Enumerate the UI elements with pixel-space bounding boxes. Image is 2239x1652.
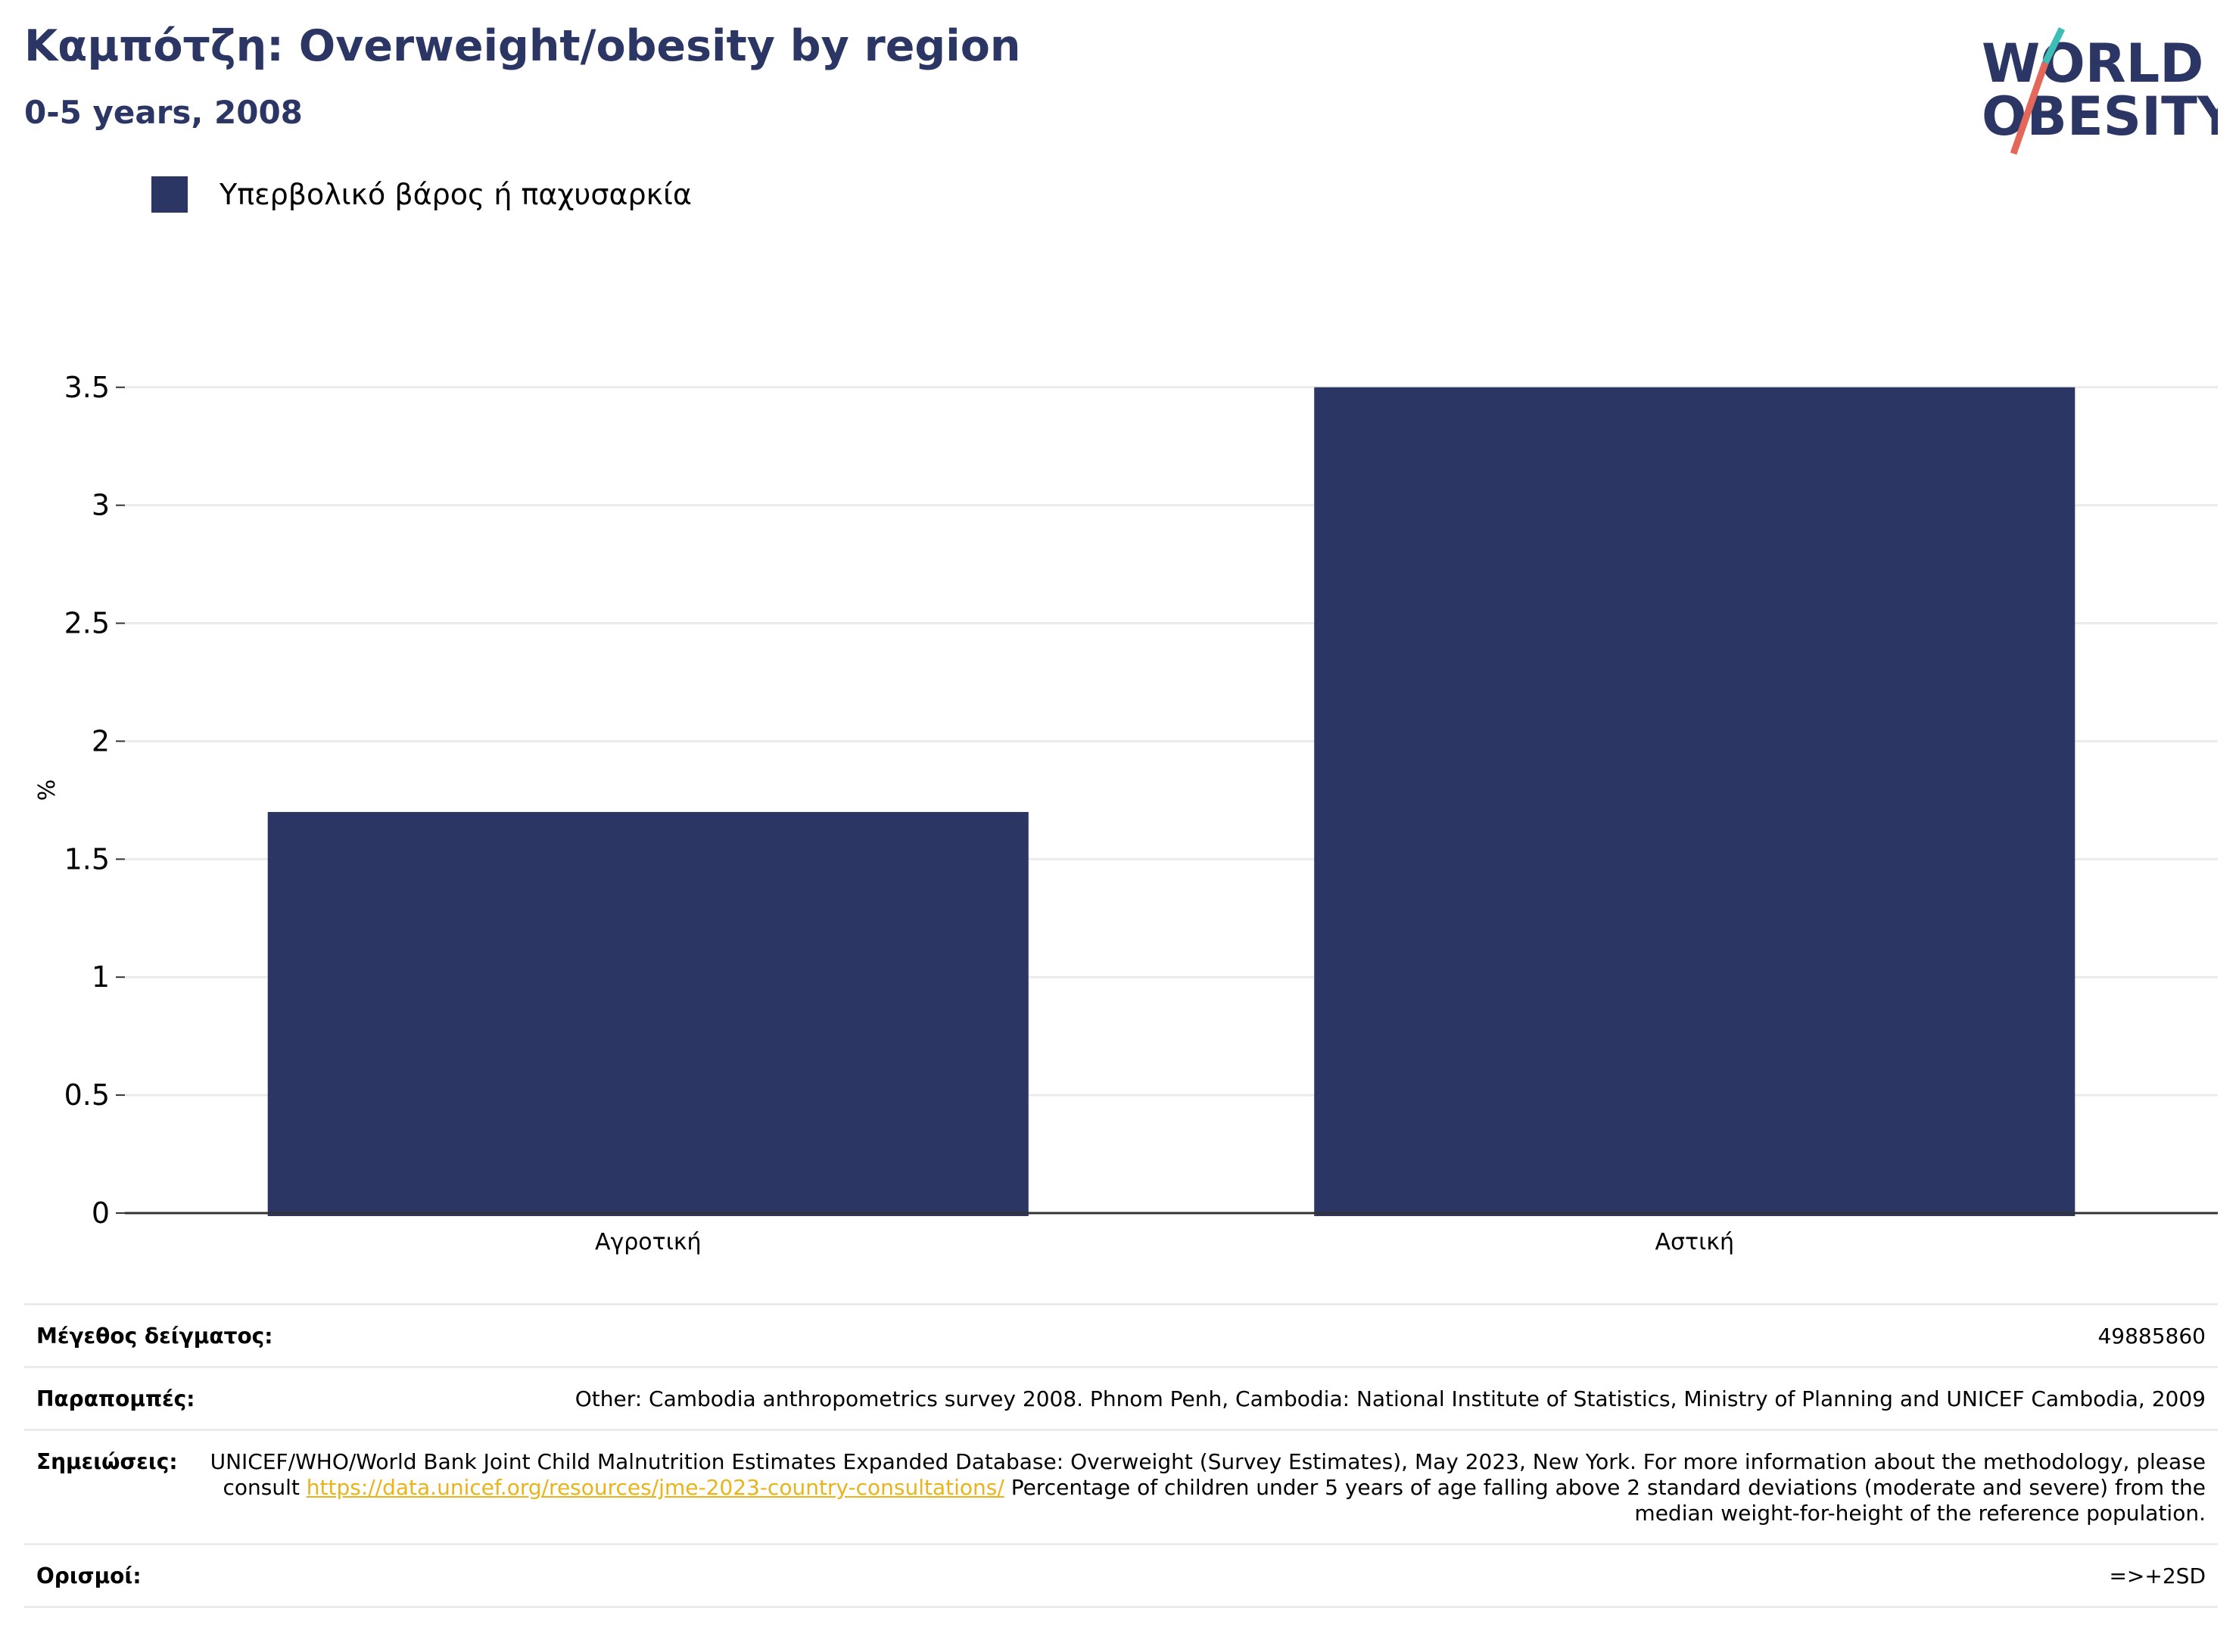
logo-slash-bottom — [2010, 61, 2049, 155]
y-tick-label: 2 — [92, 724, 110, 758]
chart-subtitle: 0-5 years, 2008 — [24, 94, 303, 131]
y-tick-label: 2.5 — [64, 607, 110, 640]
info-row-sample-size: Μέγεθος δείγματος: 49885860 — [24, 1305, 2218, 1368]
axis-labels: 0 0.5 1 1.5 2 2.5 3 3.5 Αγροτική Αστική% — [34, 371, 1734, 1255]
chart-title: Καμπότζη: Overweight/obesity by region — [24, 21, 1021, 71]
chart-legend: Υπερβολικό βάρος ή παχυσαρκία — [151, 176, 692, 213]
sample-size-label: Μέγεθος δείγματος: — [36, 1324, 273, 1349]
bar-chart: 0 0.5 1 1.5 2 2.5 3 3.5 Αγροτική Αστική% — [34, 371, 2218, 1255]
notes-text-before: UNICEF/WHO/World Bank Joint Child Malnut… — [210, 1449, 2206, 1500]
x-category-label: Αστική — [1655, 1229, 1734, 1255]
y-axis-title: % — [34, 779, 61, 801]
references-value: Other: Cambodia anthropometrics survey 2… — [575, 1386, 2206, 1411]
bars — [267, 387, 2076, 1217]
y-tick-label: 1 — [92, 960, 110, 994]
info-table: Μέγεθος δείγματος: 49885860 Παραπομπές: … — [24, 1303, 2218, 1608]
info-row-references: Παραπομπές: Other: Cambodia anthropometr… — [24, 1368, 2218, 1431]
notes-text-after: Percentage of children under 5 years of … — [1004, 1475, 2206, 1526]
y-tick-label: 1.5 — [64, 842, 110, 876]
notes-label: Σημειώσεις: — [36, 1449, 178, 1474]
legend-label: Υπερβολικό βάρος ή παχυσαρκία — [220, 178, 692, 211]
y-tick-label: 0 — [92, 1196, 110, 1230]
sample-size-value: 49885860 — [2097, 1324, 2206, 1349]
y-tick-label: 3.5 — [64, 371, 110, 404]
axes — [116, 386, 2218, 1215]
methodology-link[interactable]: https://data.unicef.org/resources/jme-20… — [306, 1475, 1004, 1500]
references-label: Παραπομπές: — [36, 1386, 195, 1411]
definitions-label: Ορισμοί: — [36, 1563, 142, 1588]
notes-value: UNICEF/WHO/World Bank Joint Child Malnut… — [208, 1449, 2206, 1526]
logo-slash-top — [2041, 27, 2066, 64]
logo-line1: WORLD — [1982, 33, 2203, 95]
world-obesity-logo: WORLD OBESITY — [1982, 27, 2218, 155]
info-row-definitions: Ορισμοί: =>+2SD — [24, 1545, 2218, 1608]
legend-swatch — [151, 176, 188, 213]
y-tick-label: 0.5 — [64, 1078, 110, 1112]
info-row-notes: Σημειώσεις: UNICEF/WHO/World Bank Joint … — [24, 1431, 2218, 1545]
bar — [267, 811, 1029, 1216]
definitions-value: =>+2SD — [2109, 1563, 2206, 1588]
bar — [1314, 387, 2076, 1217]
y-tick-label: 3 — [92, 489, 110, 522]
x-category-label: Αγροτική — [595, 1229, 702, 1255]
